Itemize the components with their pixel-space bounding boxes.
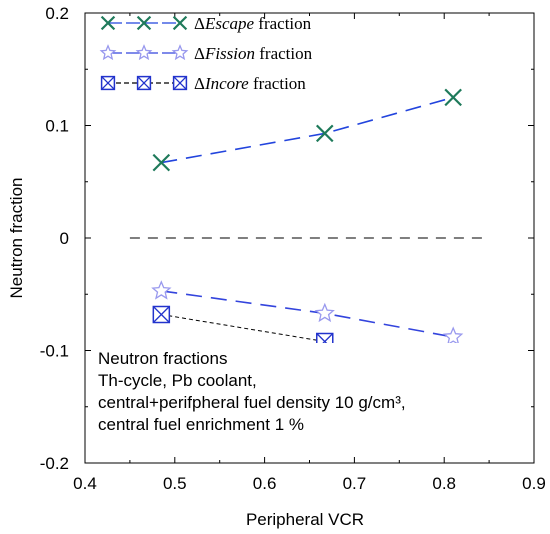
x-tick-label: 0.8: [432, 474, 456, 493]
legend-item-incore: ΔIncore fraction: [100, 74, 306, 93]
star-marker: [171, 44, 189, 61]
y-axis-label: Neutron fraction: [7, 178, 26, 299]
annotation-line: Th-cycle, Pb coolant,: [98, 371, 257, 390]
x-axis-label: Peripheral VCR: [246, 510, 364, 529]
star-marker: [135, 44, 153, 61]
legend-label: ΔFission fraction: [194, 44, 313, 63]
star-marker: [151, 280, 172, 300]
annotation-line: central+perifpheral fuel density 10 g/cm…: [98, 393, 406, 412]
legend: ΔEscape fraction ΔFission fraction ΔIncore…: [99, 14, 313, 93]
series-escape: [152, 88, 462, 172]
series-layer: [151, 88, 464, 387]
x-marker: [100, 15, 116, 31]
series-fission: [151, 280, 464, 346]
x-tick-label: 0.5: [163, 474, 187, 493]
x-marker: [315, 124, 334, 143]
boxed-x-marker: [173, 76, 187, 90]
legend-item-escape: ΔEscape fraction: [100, 14, 312, 33]
legend-label: ΔIncore fraction: [194, 74, 306, 93]
boxed-x-marker: [152, 306, 170, 323]
legend-item-fission: ΔFission fraction: [99, 44, 313, 63]
ticks: 0.4 0.5 0.6 0.7 0.8 0.9 0.2 0.1 0 -0.1 -0.2: [40, 4, 546, 493]
y-tick-label: -0.1: [40, 342, 69, 361]
legend-label: ΔEscape fraction: [194, 14, 312, 33]
star-marker: [443, 326, 464, 346]
annotation-line: Neutron fractions: [98, 349, 227, 368]
annotation-line: central fuel enrichment 1 %: [98, 415, 304, 434]
y-tick-label: 0.2: [45, 4, 69, 23]
series-line: [161, 96, 454, 164]
series-line: [161, 290, 454, 338]
y-tick-label: -0.2: [40, 454, 69, 473]
y-tick-label: 0: [60, 229, 69, 248]
boxed-x-marker: [101, 76, 115, 90]
annotation-box: Neutron fractions Th-cycle, Pb coolant, ce…: [94, 343, 474, 449]
x-marker: [444, 88, 462, 107]
x-tick-label: 0.7: [343, 474, 367, 493]
x-marker: [152, 153, 171, 172]
x-tick-label: 0.6: [253, 474, 277, 493]
x-tick-label: 0.4: [73, 474, 97, 493]
y-tick-label: 0.1: [45, 117, 69, 136]
annotation-background: [94, 343, 474, 449]
x-tick-label: 0.9: [522, 474, 546, 493]
star-marker: [99, 44, 117, 61]
boxed-x-marker: [137, 76, 151, 90]
x-marker: [172, 15, 188, 31]
star-marker: [314, 302, 335, 323]
x-marker: [136, 15, 152, 31]
